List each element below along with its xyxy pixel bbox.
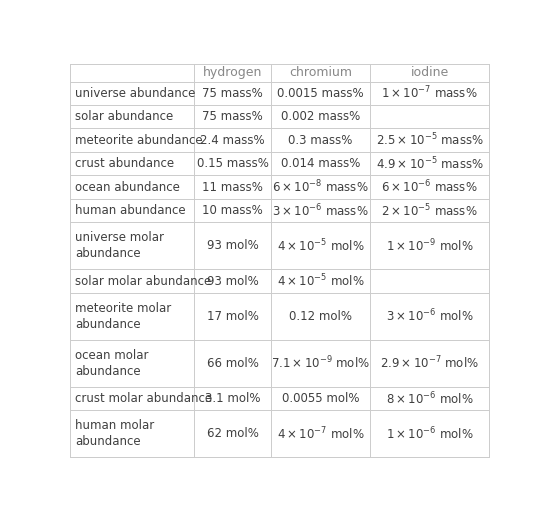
Text: $1\times10^{-9}$ mol%: $1\times10^{-9}$ mol% <box>386 237 473 254</box>
Text: 75 mass%: 75 mass% <box>203 87 263 100</box>
Text: 0.15 mass%: 0.15 mass% <box>197 157 269 170</box>
Text: 3.1 mol%: 3.1 mol% <box>205 392 260 405</box>
Text: 93 mol%: 93 mol% <box>207 275 259 287</box>
Text: universe abundance: universe abundance <box>75 87 196 100</box>
Text: meteorite molar
abundance: meteorite molar abundance <box>75 302 171 331</box>
Text: human abundance: human abundance <box>75 204 186 217</box>
Text: $4\times10^{-7}$ mol%: $4\times10^{-7}$ mol% <box>277 426 365 442</box>
Text: 62 mol%: 62 mol% <box>207 427 259 440</box>
Text: $7.1\times10^{-9}$ mol%: $7.1\times10^{-9}$ mol% <box>271 355 370 372</box>
Text: $1\times10^{-7}$ mass%: $1\times10^{-7}$ mass% <box>381 85 478 102</box>
Text: $6\times10^{-8}$ mass%: $6\times10^{-8}$ mass% <box>272 179 369 196</box>
Text: $2.9\times10^{-7}$ mol%: $2.9\times10^{-7}$ mol% <box>380 355 479 372</box>
Text: hydrogen: hydrogen <box>203 66 263 79</box>
Text: 0.3 mass%: 0.3 mass% <box>288 134 353 147</box>
Text: crust abundance: crust abundance <box>75 157 175 170</box>
Text: universe molar
abundance: universe molar abundance <box>75 231 164 261</box>
Text: 0.0015 mass%: 0.0015 mass% <box>277 87 364 100</box>
Text: solar molar abundance: solar molar abundance <box>75 275 212 287</box>
Text: $2\times10^{-5}$ mass%: $2\times10^{-5}$ mass% <box>381 202 478 219</box>
Text: $3\times10^{-6}$ mass%: $3\times10^{-6}$ mass% <box>272 202 369 219</box>
Text: 0.12 mol%: 0.12 mol% <box>289 310 352 323</box>
Text: $8\times10^{-6}$ mol%: $8\times10^{-6}$ mol% <box>386 390 473 407</box>
Text: ocean abundance: ocean abundance <box>75 181 180 194</box>
Text: $4.9\times10^{-5}$ mass%: $4.9\times10^{-5}$ mass% <box>376 155 483 172</box>
Text: chromium: chromium <box>289 66 352 79</box>
Text: $6\times10^{-6}$ mass%: $6\times10^{-6}$ mass% <box>381 179 478 196</box>
Text: $4\times10^{-5}$ mol%: $4\times10^{-5}$ mol% <box>277 237 365 254</box>
Text: 0.014 mass%: 0.014 mass% <box>281 157 360 170</box>
Text: 75 mass%: 75 mass% <box>203 110 263 123</box>
Text: 2.4 mass%: 2.4 mass% <box>200 134 265 147</box>
Text: crust molar abundance: crust molar abundance <box>75 392 212 405</box>
Text: solar abundance: solar abundance <box>75 110 174 123</box>
Text: $3\times10^{-6}$ mol%: $3\times10^{-6}$ mol% <box>386 308 473 325</box>
Text: 93 mol%: 93 mol% <box>207 239 259 252</box>
Text: $4\times10^{-5}$ mol%: $4\times10^{-5}$ mol% <box>277 273 365 289</box>
Text: 0.0055 mol%: 0.0055 mol% <box>282 392 359 405</box>
Text: 10 mass%: 10 mass% <box>203 204 263 217</box>
Text: human molar
abundance: human molar abundance <box>75 420 155 448</box>
Text: 11 mass%: 11 mass% <box>202 181 263 194</box>
Text: $2.5\times10^{-5}$ mass%: $2.5\times10^{-5}$ mass% <box>376 132 483 149</box>
Text: iodine: iodine <box>411 66 449 79</box>
Text: 66 mol%: 66 mol% <box>207 357 259 370</box>
Text: 0.002 mass%: 0.002 mass% <box>281 110 360 123</box>
Text: 17 mol%: 17 mol% <box>207 310 259 323</box>
Text: meteorite abundance: meteorite abundance <box>75 134 203 147</box>
Text: $1\times10^{-6}$ mol%: $1\times10^{-6}$ mol% <box>386 426 473 442</box>
Text: ocean molar
abundance: ocean molar abundance <box>75 349 149 378</box>
